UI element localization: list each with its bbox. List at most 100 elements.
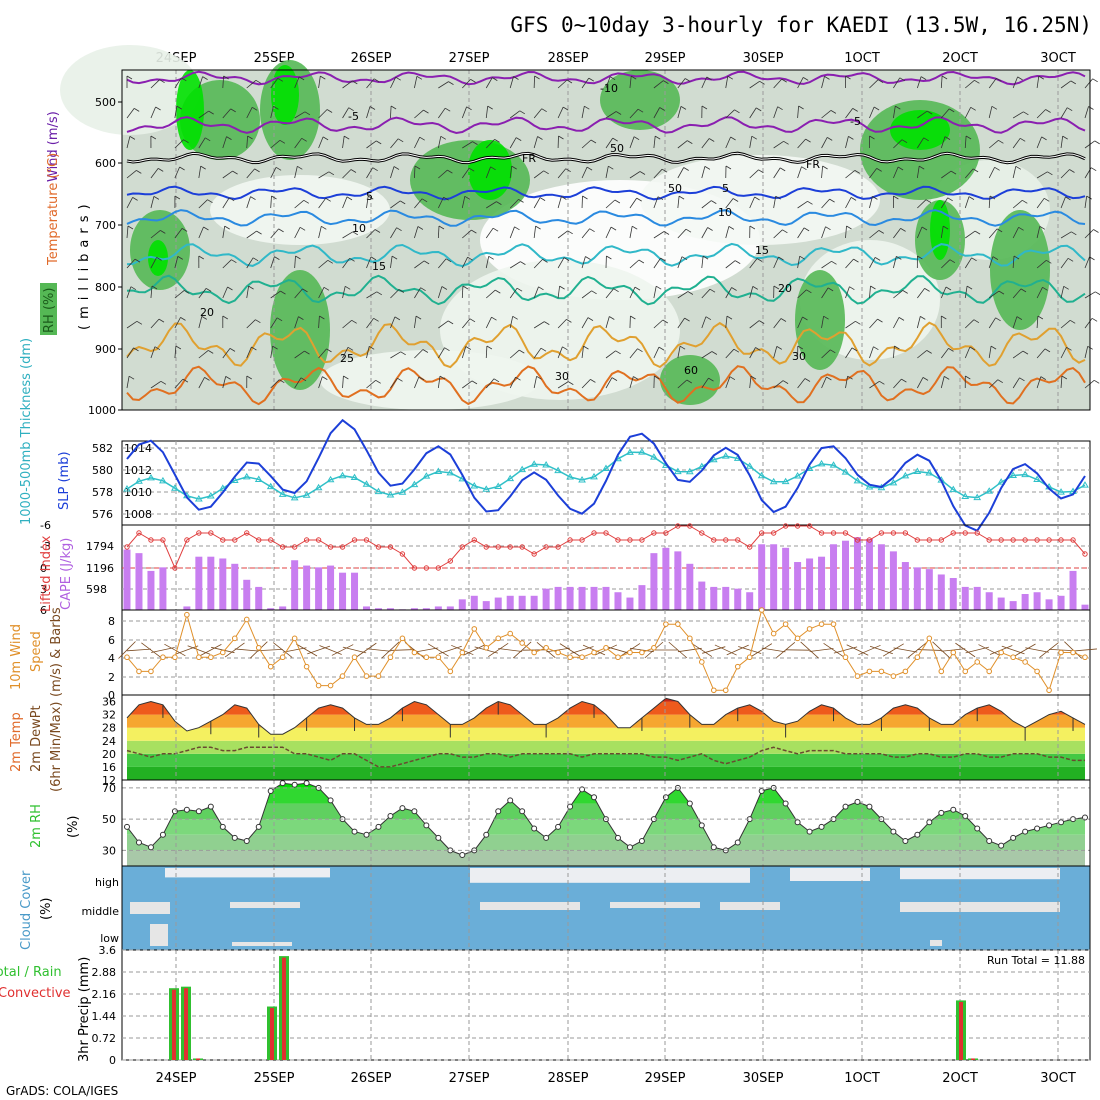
wind-barb-flag — [153, 196, 160, 200]
wind-speed-point — [327, 682, 334, 689]
cape-bar — [374, 608, 382, 610]
rh-contour-fill — [468, 140, 512, 200]
rh-label-4: 30 — [555, 370, 569, 383]
rh-point — [375, 823, 382, 830]
cape-bar — [722, 586, 730, 610]
wind-barb-flag — [803, 227, 810, 232]
wind-barb-flag — [320, 75, 326, 80]
wind-barb — [174, 139, 184, 149]
wind-barb — [390, 138, 399, 149]
wind-speed-point — [231, 635, 238, 642]
wind-barb-flag — [128, 375, 135, 380]
wind-barb — [438, 81, 449, 89]
wind-barb — [174, 378, 184, 389]
wind-barb-flag — [802, 77, 809, 81]
bottom-date-label-1OCT: 1OCT — [844, 1071, 880, 1086]
wind-barb-flag — [663, 231, 670, 235]
wind-barb-flag — [1065, 196, 1071, 201]
wind-barb-flag — [133, 347, 139, 352]
wind-barb — [821, 226, 826, 239]
wind-barb-10m — [893, 647, 918, 653]
wind-barb — [150, 196, 155, 209]
wind-barb-flag — [775, 195, 781, 200]
wind-barb — [988, 379, 999, 389]
wind-barb-flag — [926, 350, 932, 354]
wind-barb-flag — [536, 375, 542, 380]
rh-point — [531, 825, 538, 832]
slp-line — [126, 418, 1086, 532]
wind-barb — [1036, 259, 1047, 269]
wind-speed-point — [411, 649, 418, 656]
wind-speed-point — [423, 654, 430, 661]
upper-rh-label: RH (%) — [42, 288, 57, 333]
wind-barb — [126, 136, 131, 149]
wind-barb — [270, 139, 281, 149]
wind-barb — [366, 379, 376, 389]
wind-barb-flag — [176, 105, 183, 110]
wind-barb-flag — [895, 105, 901, 110]
wind-speed-point — [710, 687, 717, 694]
wind-barb-flag — [751, 135, 758, 140]
wind-barb — [533, 136, 538, 149]
wind-barb-flag — [894, 345, 900, 350]
wind-speed-point — [878, 668, 885, 675]
wind-barb-flag — [543, 170, 549, 175]
wind-barb-flag — [438, 225, 445, 230]
wind-barb — [1060, 258, 1069, 269]
wind-barb — [462, 141, 473, 149]
wind-barb-10m — [258, 648, 283, 652]
wind-barb — [797, 138, 806, 149]
li-point — [256, 537, 262, 543]
wind-barb — [845, 258, 854, 269]
wind-barb — [270, 78, 279, 89]
wind-barb — [414, 198, 423, 209]
wind-barb — [270, 228, 279, 239]
wind-barb-flag — [254, 168, 260, 173]
top-date-label-3OCT: 3OCT — [1040, 51, 1076, 66]
wind-barb — [916, 76, 922, 89]
wind-barb-flag — [136, 170, 142, 174]
thickness-point — [697, 462, 706, 470]
wind-barb-flag — [327, 259, 334, 264]
wind-barb-flag — [1044, 348, 1051, 353]
wind-barb — [893, 378, 902, 389]
wind-barb — [222, 197, 230, 209]
wind-barb-10m — [809, 648, 834, 652]
wind-barb-flag — [970, 106, 976, 111]
wind-barb — [342, 136, 345, 149]
wind-barb — [557, 79, 568, 89]
rh-point — [507, 797, 514, 804]
wind-barb — [701, 351, 713, 359]
wind-barb-flag — [563, 257, 570, 261]
thickness-point — [410, 480, 419, 488]
wind-barb-flag — [1018, 226, 1024, 231]
wind-barb-flag — [323, 286, 330, 291]
li-point — [459, 544, 465, 550]
li-point — [806, 523, 813, 529]
wind-barb — [318, 171, 330, 179]
temp-label-1: 2m Temp — [9, 712, 24, 772]
thickness-point — [913, 467, 922, 474]
wind-barb-flag — [419, 136, 425, 141]
li-point — [136, 530, 142, 536]
thickness-point — [817, 459, 826, 467]
wind-barb — [1036, 198, 1045, 209]
wind-barb-flag — [705, 316, 712, 321]
wind-barb — [629, 76, 632, 89]
cape-bar — [135, 553, 143, 610]
rh-point — [698, 822, 705, 829]
wind-speed-point — [974, 659, 981, 665]
cape-bar — [386, 608, 394, 610]
wind-speed-point — [208, 654, 214, 661]
cloud-label-2: (%) — [39, 898, 54, 921]
wind-barb-flag — [490, 166, 496, 171]
wind-barb — [414, 109, 424, 119]
wind-barb-flag — [391, 255, 398, 260]
wind-barb — [246, 135, 248, 149]
wind-barb-flag — [830, 110, 837, 114]
thickness-point — [302, 491, 311, 498]
wind-barb-flag — [945, 286, 952, 291]
wind-barb-flag — [918, 165, 925, 170]
wind-barb-flag — [678, 195, 685, 200]
